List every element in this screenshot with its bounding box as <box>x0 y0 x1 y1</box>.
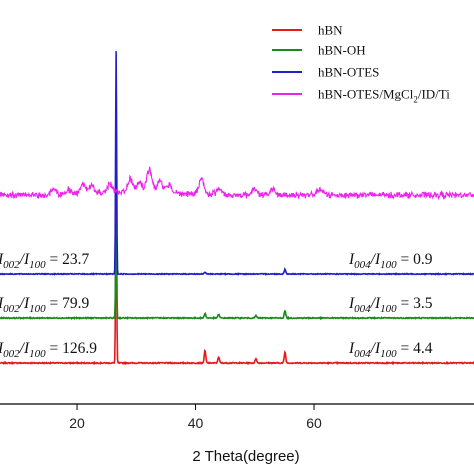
legend-label: hBN-OH <box>318 43 366 58</box>
legend: hBN hBN-OH hBN-OTES hBN-OTES/MgCl2/ID/Ti <box>272 23 450 105</box>
series-line-hbn-otes-mgcl <box>0 166 474 201</box>
ratio-annotation: I004/I100 = 0.9 <box>348 251 433 271</box>
ratio-annotation: I004/I100 = 4.4 <box>348 340 433 360</box>
series-line-hbn-oh <box>0 222 474 321</box>
ratio-annotation: I002/I100 = 79.9 <box>0 295 90 315</box>
x-tick-label: 60 <box>306 415 322 431</box>
ratio-annotation: I002/I100 = 23.7 <box>0 251 90 271</box>
legend-label: hBN <box>318 23 343 38</box>
annotations: I002/I100 = 23.7 I002/I100 = 79.9 I002/I10… <box>0 251 433 360</box>
x-ticks: 20 40 60 <box>69 404 322 431</box>
series-layer <box>0 51 474 366</box>
ratio-annotation: I002/I100 = 126.9 <box>0 340 97 360</box>
x-tick-label: 20 <box>69 415 85 431</box>
ratio-annotation: I004/I100 = 3.5 <box>348 295 433 315</box>
series-line-hbn <box>0 166 474 366</box>
x-tick-label: 40 <box>188 415 204 431</box>
x-axis-title: 2 Theta(degree) <box>192 448 299 465</box>
series-line-hbn-otes <box>0 51 474 276</box>
legend-label: hBN-OTES/MgCl2/ID/Ti <box>318 87 450 105</box>
legend-label: hBN-OTES <box>318 65 379 80</box>
